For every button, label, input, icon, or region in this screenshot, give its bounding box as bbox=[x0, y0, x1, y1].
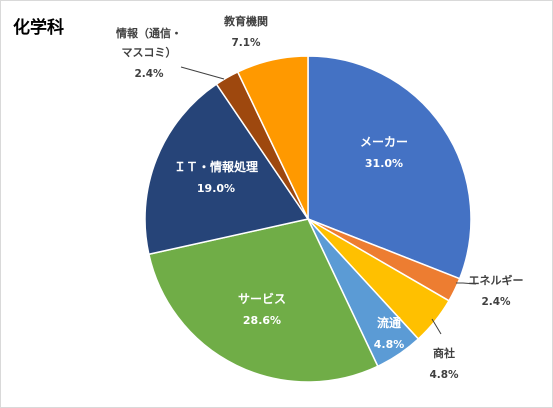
slice-value: 7.1% bbox=[231, 37, 261, 49]
chart-title: 化学科 bbox=[13, 17, 64, 38]
data-label-3: 商社 4.8% bbox=[429, 346, 459, 381]
pie-slice-6 bbox=[144, 83, 310, 256]
slice-value: 2.4% bbox=[134, 68, 164, 80]
slice-label: サービス bbox=[238, 291, 286, 306]
slice-value: 4.8% bbox=[429, 369, 459, 381]
leader-line-3 bbox=[431, 318, 442, 335]
data-label-4: 流通 4.8% bbox=[374, 315, 405, 351]
leader-line-2 bbox=[456, 282, 477, 285]
pie-slice-8 bbox=[236, 55, 309, 220]
slice-value: 2.4% bbox=[481, 296, 511, 308]
slice-label: 流通 bbox=[377, 315, 401, 330]
data-label-5: サービス 28.6% bbox=[238, 291, 286, 327]
slice-label: エネルギー bbox=[469, 273, 524, 287]
slice-label: 教育機関 bbox=[223, 14, 268, 28]
data-label-1: メーカー 31.0% bbox=[360, 135, 408, 170]
data-labels: メーカー 31.0% エネルギー 2.4% 商社 4.8% 流通 4.8% サービス 28.6% Ｉ… bbox=[116, 14, 524, 381]
slice-value: 31.0% bbox=[365, 157, 403, 170]
data-label-6: ＩＴ・情報処理 19.0% bbox=[174, 159, 258, 195]
slice-label: 情報（通信・ bbox=[116, 26, 182, 40]
slice-label: ＩＴ・情報処理 bbox=[174, 159, 258, 174]
data-label-2: エネルギー 2.4% bbox=[469, 273, 524, 308]
data-label-8: 教育機関 7.1% bbox=[223, 14, 268, 49]
slice-value: 19.0% bbox=[197, 182, 235, 195]
slice-label: メーカー bbox=[360, 135, 408, 149]
leader-lines bbox=[180, 66, 477, 335]
pie-slice-5 bbox=[147, 218, 379, 383]
slice-label: マスコミ） bbox=[122, 46, 177, 59]
slice-value: 4.8% bbox=[374, 338, 405, 351]
pie-slices bbox=[144, 55, 472, 383]
slice-value: 28.6% bbox=[243, 314, 281, 327]
leader-line-7 bbox=[180, 66, 225, 80]
data-label-7: 情報（通信・マスコミ） 2.4% bbox=[116, 26, 182, 80]
pie-slice-1 bbox=[307, 55, 472, 280]
slice-label: 商社 bbox=[433, 346, 455, 360]
